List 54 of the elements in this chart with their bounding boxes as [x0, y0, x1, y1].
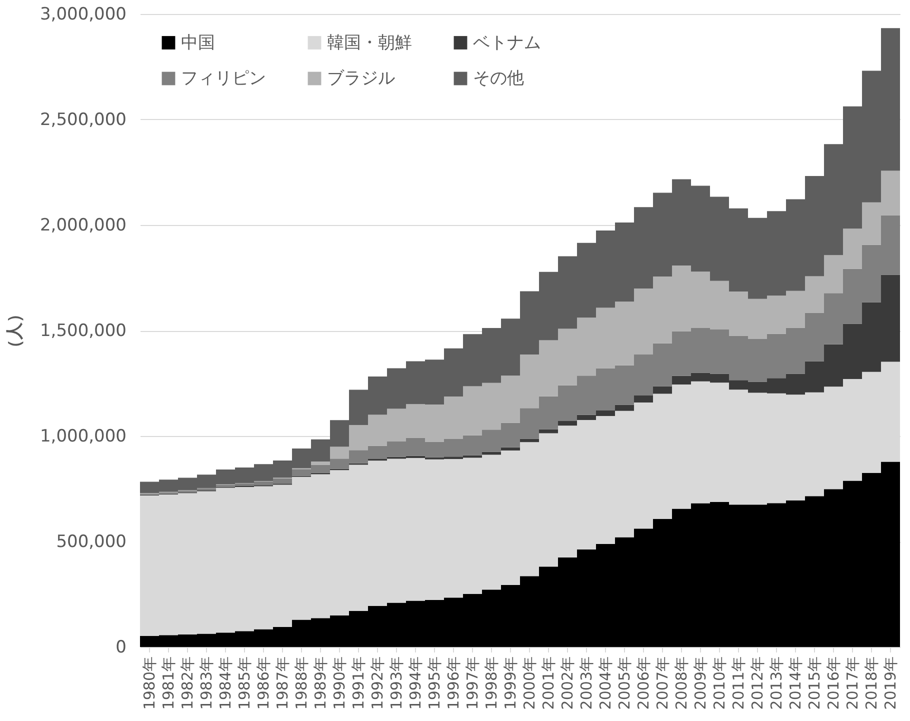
y-tick-label: 2,000,000 [40, 216, 126, 236]
y-tick-label: 1,500,000 [40, 321, 126, 341]
x-tick-label: 1991年 [350, 656, 368, 710]
x-tick-label: 1994年 [406, 656, 424, 710]
y-tick-label: 2,500,000 [40, 110, 126, 130]
x-tick-label: 1990年 [330, 656, 348, 710]
x-tick-label: 1993年 [388, 656, 406, 710]
x-tick-label: 2019年 [882, 656, 900, 710]
x-tick-label: 2009年 [692, 656, 710, 710]
x-tick-label: 2013年 [768, 656, 786, 710]
x-tick-label: 2008年 [672, 656, 690, 710]
x-tick-label: 2017年 [844, 656, 862, 710]
y-tick-label: 3,000,000 [40, 4, 126, 24]
x-tick-label: 2006年 [634, 656, 652, 710]
x-tick-label: 1992年 [368, 656, 386, 710]
x-tick-label: 2011年 [730, 656, 748, 710]
x-tick-label: 2004年 [596, 656, 614, 710]
x-tick-label: 1984年 [216, 656, 234, 710]
x-tick-label: 1982年 [178, 656, 196, 710]
x-tick-label: 2000年 [520, 656, 538, 710]
x-tick-label: 1995年 [426, 656, 444, 710]
x-tick-label: 1987年 [274, 656, 292, 710]
x-tick-label: 2001年 [540, 656, 558, 710]
x-tick-label: 1989年 [312, 656, 330, 710]
x-tick-label: 2016年 [824, 656, 842, 710]
x-tick-label: 1996年 [444, 656, 462, 710]
legend-label: フィリピン [181, 68, 266, 88]
legend-label: ベトナム [473, 32, 541, 53]
x-tick-label: 1998年 [482, 656, 500, 710]
x-tick-label: 2003年 [578, 656, 596, 710]
x-tick-label: 1983年 [198, 656, 216, 710]
legend-label: その他 [473, 68, 524, 88]
y-axis-title: （人） [4, 306, 25, 356]
x-tick-label: 2002年 [558, 656, 576, 710]
y-tick-label: 1,000,000 [40, 426, 126, 446]
legend-label: 中国 [181, 32, 215, 53]
x-tick-label: 1999年 [502, 656, 520, 710]
legend-label: ブラジル [327, 68, 395, 88]
y-tick-label: 500,000 [56, 532, 126, 552]
y-tick-label: 0 [116, 638, 126, 658]
x-tick-label: 2005年 [616, 656, 634, 710]
x-tick-label: 1986年 [254, 656, 272, 710]
x-tick-label: 2007年 [654, 656, 672, 710]
x-tick-label: 1985年 [236, 656, 254, 710]
x-tick-label: 2010年 [710, 656, 728, 710]
x-tick-label: 1981年 [160, 656, 178, 710]
x-tick-label: 2014年 [786, 656, 804, 710]
x-tick-label: 2018年 [862, 656, 880, 710]
x-tick-label: 1997年 [464, 656, 482, 710]
x-tick-label: 2015年 [806, 656, 824, 710]
x-tick-label: 1980年 [140, 656, 158, 710]
legend-label: 韓国・朝鮮 [327, 32, 412, 53]
x-tick-label: 2012年 [748, 656, 766, 710]
x-tick-label: 1988年 [292, 656, 310, 710]
